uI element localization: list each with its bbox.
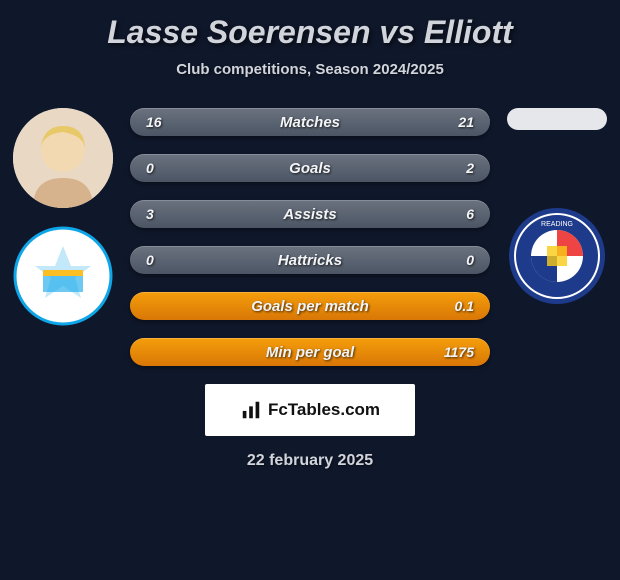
stat-label: Goals per match [251, 298, 369, 315]
player-right-club-badge: READING [507, 206, 607, 306]
club-badge-icon [13, 226, 113, 326]
stat-label: Matches [280, 114, 340, 131]
spacer [502, 148, 612, 206]
stat-bars: 16 Matches 21 0 Goals 2 3 Assists 6 0 Ha… [130, 108, 490, 366]
person-icon [13, 108, 113, 208]
stat-left-value: 0 [146, 160, 154, 176]
stat-right-value: 2 [466, 160, 474, 176]
player-right-photo-placeholder [507, 108, 607, 130]
stat-right-value: 21 [458, 114, 474, 130]
watermark-text: FcTables.com [268, 400, 380, 420]
club-badge-icon: READING [507, 206, 607, 306]
stat-label: Assists [283, 206, 336, 223]
stat-row-assists: 3 Assists 6 [130, 200, 490, 228]
left-player-column [8, 108, 118, 326]
stat-label: Hattricks [278, 252, 342, 269]
stat-right-value: 6 [466, 206, 474, 222]
stat-row-goals-per-match: Goals per match 0.1 [130, 292, 490, 320]
stat-row-min-per-goal: Min per goal 1175 [130, 338, 490, 366]
stat-row-hattricks: 0 Hattricks 0 [130, 246, 490, 274]
player-left-photo [13, 108, 113, 208]
infographic-container: Lasse Soerensen vs Elliott Club competit… [0, 0, 620, 580]
right-player-column: READING [502, 108, 612, 306]
date-text: 22 february 2025 [0, 452, 620, 470]
watermark: FcTables.com [205, 384, 415, 436]
stat-row-goals: 0 Goals 2 [130, 154, 490, 182]
stat-label: Min per goal [266, 344, 354, 361]
stat-left-value: 3 [146, 206, 154, 222]
stat-label: Goals [289, 160, 331, 177]
stat-right-value: 0.1 [455, 298, 474, 314]
stat-right-value: 0 [466, 252, 474, 268]
stat-row-matches: 16 Matches 21 [130, 108, 490, 136]
stat-right-value: 1175 [444, 344, 474, 360]
stat-left-value: 0 [146, 252, 154, 268]
chart-icon [240, 399, 262, 421]
stat-left-value: 16 [146, 114, 162, 130]
page-subtitle: Club competitions, Season 2024/2025 [0, 61, 620, 78]
svg-text:READING: READING [541, 221, 573, 228]
player-left-club-badge [13, 226, 113, 326]
page-title: Lasse Soerensen vs Elliott [0, 14, 620, 51]
stats-area: READING 16 Matches 21 0 Goals 2 3 Assist… [0, 108, 620, 366]
